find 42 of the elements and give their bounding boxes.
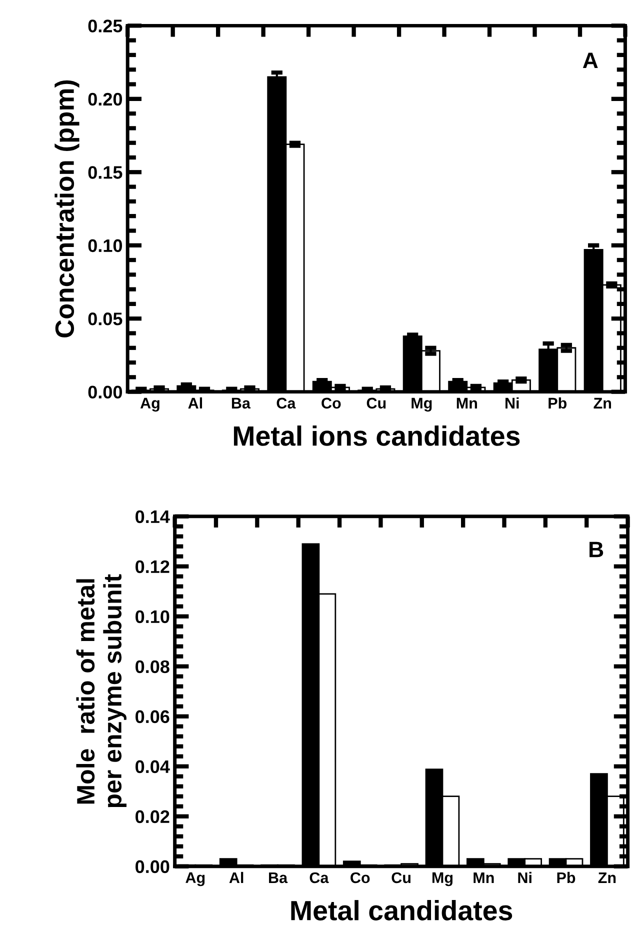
- x-tick-label: Co: [350, 872, 370, 884]
- x-tick-label: Ni: [518, 872, 532, 883]
- x-tick-label: Cu: [366, 398, 386, 409]
- y-tick-label: 0.10: [88, 239, 122, 252]
- x-tick-label: Mn: [474, 872, 494, 883]
- x-tick-label: Mn: [456, 398, 477, 408]
- x-tick-label: Zn: [594, 398, 612, 408]
- y-tick-label: 0.05: [88, 312, 122, 326]
- x-axis-title: Metal candidates: [291, 900, 512, 920]
- y-tick-label: 0.06: [136, 710, 170, 724]
- x-tick-label: Zn: [598, 872, 616, 883]
- x-tick-label: Ba: [269, 872, 288, 884]
- y-tick-label: 0.04: [136, 760, 170, 774]
- x-tick-label: Al: [229, 872, 244, 883]
- x-tick-label: Cu: [392, 872, 410, 884]
- y-tick-label: 0.14: [136, 510, 170, 524]
- y-tick-label: 0.10: [136, 610, 170, 624]
- x-tick-label: Ca: [310, 872, 329, 884]
- annotation: A: [582, 52, 598, 68]
- x-tick-label: Ba: [232, 398, 251, 409]
- x-tick-label: Mg: [432, 872, 452, 886]
- y-axis-title: Mole ratio of metal per enzyme subunit: [76, 574, 126, 808]
- x-tick-label: Ni: [506, 397, 519, 408]
- y-tick-label: 0.00: [88, 386, 122, 399]
- y-tick-label: 0.08: [136, 660, 170, 674]
- x-tick-label: Mg: [412, 398, 432, 412]
- y-tick-label: 0.25: [88, 20, 122, 32]
- x-tick-label: Pb: [548, 397, 567, 409]
- x-tick-label: Pb: [557, 872, 576, 884]
- y-axis-title: Concentration (ppm): [54, 80, 80, 338]
- y-tick-label: 0.02: [136, 810, 170, 824]
- x-tick-label: Ag: [186, 872, 205, 886]
- x-tick-label: Ag: [140, 398, 160, 412]
- y-tick-label: 0.00: [136, 860, 170, 874]
- annotation: B: [590, 542, 604, 558]
- x-tick-label: Co: [322, 398, 341, 409]
- x-axis-title: Metal ions candidates: [234, 426, 520, 446]
- x-tick-label: Ca: [276, 398, 296, 409]
- y-tick-label: 0.20: [88, 92, 122, 106]
- x-tick-label: Al: [188, 397, 202, 408]
- y-tick-label: 0.12: [136, 560, 170, 574]
- y-tick-label: 0.15: [88, 166, 122, 179]
